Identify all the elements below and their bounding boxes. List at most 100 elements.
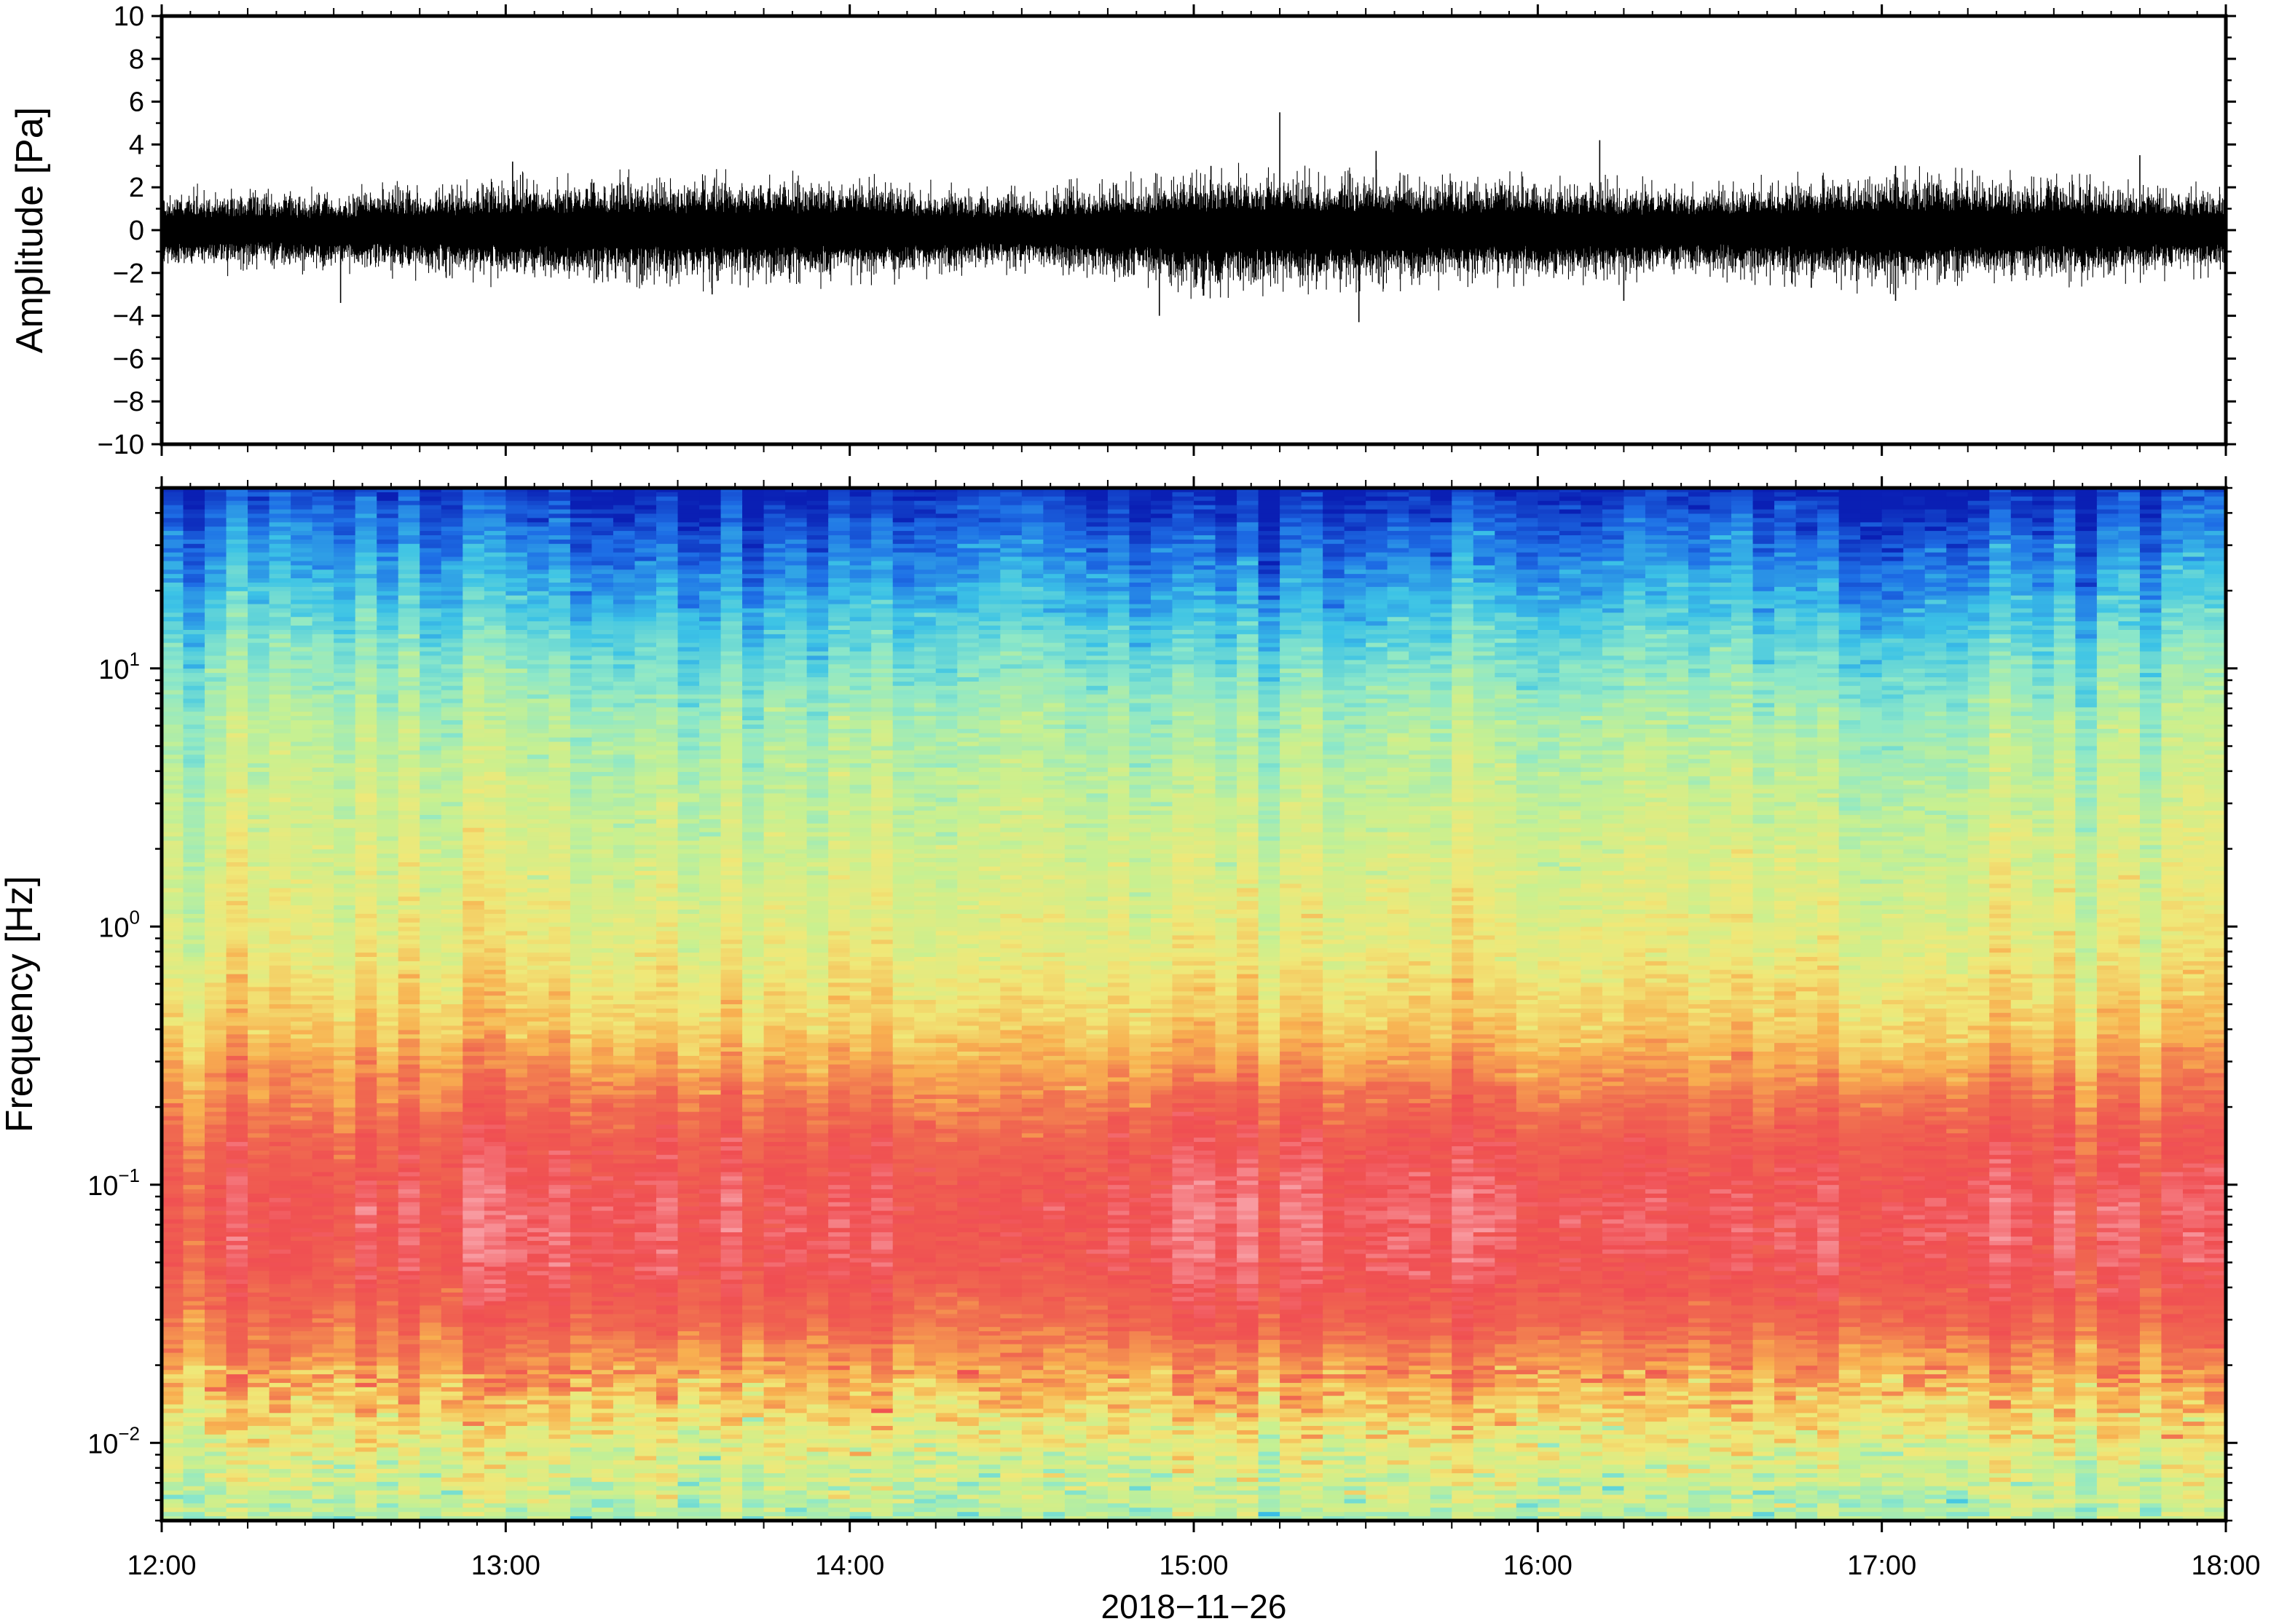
spectrogram-cell: [2161, 582, 2184, 588]
spectrogram-cell: [2139, 496, 2162, 502]
spectrogram-cell: [656, 638, 679, 644]
spectrogram-cell: [634, 677, 657, 682]
spectrogram-cell: [1709, 677, 1732, 682]
spectrogram-cell: [1043, 608, 1066, 614]
spectrogram-cell: [1666, 669, 1689, 674]
spectrogram-cell: [1430, 690, 1453, 695]
spectrogram-cell: [2053, 634, 2077, 639]
spectrogram-cell: [1516, 664, 1539, 669]
spectrogram-cell: [505, 608, 528, 614]
spectrogram-cell: [613, 548, 636, 553]
spectrogram-cell: [2075, 673, 2098, 678]
spectrogram-cell: [978, 664, 1001, 669]
spectrogram-cell: [1538, 599, 1560, 605]
spectrogram-cell: [742, 647, 765, 653]
spectrogram-cell: [1538, 681, 1560, 687]
spectrogram-cell: [1323, 655, 1345, 661]
amp-y-tick-label: 0: [129, 216, 144, 246]
spectrogram-cell: [441, 626, 464, 631]
spectrogram-cell: [1666, 621, 1689, 626]
spectrogram-cell: [334, 496, 356, 502]
spectrogram-cell: [1021, 543, 1044, 549]
spectrogram-cell: [634, 488, 657, 493]
spectrogram-cell: [1473, 513, 1496, 519]
spectrogram-cell: [1602, 694, 1625, 700]
spectrogram-cell: [871, 561, 894, 567]
spectrogram-cell: [1323, 599, 1345, 605]
spectrogram-cell: [291, 531, 313, 536]
spectrogram-cell: [484, 651, 507, 657]
spectrogram-cell: [1731, 569, 1754, 575]
spectrogram-cell: [1946, 582, 1969, 588]
spectrogram-cell: [1280, 660, 1302, 666]
spectrogram-cell: [1989, 565, 2012, 571]
spectrogram-cell: [527, 561, 550, 567]
spectrogram-cell: [2075, 565, 2098, 571]
spectrogram-cell: [463, 655, 485, 661]
spectrogram-cell: [484, 582, 507, 588]
spectrogram-cell: [377, 617, 399, 622]
spectrogram-cell: [634, 664, 657, 669]
spectrogram-cell: [957, 552, 980, 558]
spectrogram-cell: [226, 638, 248, 644]
spectrogram-cell: [1301, 543, 1323, 549]
spectrogram-cell: [1280, 595, 1302, 601]
spectrogram-cell: [1495, 608, 1517, 614]
spectrogram-cell: [1000, 492, 1023, 497]
spectrogram-cell: [1473, 574, 1496, 579]
spectrogram-cell: [699, 569, 722, 575]
spectrogram-cell: [806, 488, 829, 493]
spectrogram-cell: [162, 647, 184, 653]
spectrogram-cell: [570, 677, 593, 682]
spectrogram-cell: [742, 612, 765, 618]
spectrogram-cell: [334, 569, 356, 575]
spectrogram-cell: [355, 527, 378, 532]
spectrogram-cell: [1129, 513, 1152, 519]
spectrogram-cell: [785, 548, 808, 553]
spectrogram-cell: [1709, 685, 1732, 691]
spectrogram-cell: [2096, 642, 2120, 648]
spectrogram-cell: [226, 535, 248, 540]
spectrogram-cell: [1301, 561, 1323, 567]
spectrogram-cell: [1107, 527, 1130, 532]
spectrogram-cell: [2096, 638, 2120, 644]
spectrogram-cell: [892, 685, 916, 691]
spectrogram-cell: [1881, 669, 1904, 674]
spectrogram-cell: [720, 574, 743, 579]
spectrogram-cell: [978, 548, 1001, 553]
spectrogram-cell: [892, 638, 916, 644]
spectrogram-cell: [1323, 677, 1345, 682]
spectrogram-cell: [1301, 496, 1323, 502]
spectrogram-cell: [463, 642, 485, 648]
spectrogram-cell: [828, 561, 851, 567]
spectrogram-cell: [720, 488, 743, 493]
spectrogram-cell: [1344, 574, 1366, 579]
spectrogram-cell: [1581, 518, 1603, 524]
spectrogram-cell: [548, 513, 571, 519]
spectrogram-cell: [1538, 608, 1560, 614]
spectrogram-cell: [463, 608, 485, 614]
spectrogram-cell: [1795, 694, 1818, 700]
spectrogram-cell: [1107, 518, 1130, 524]
spectrogram-cell: [1409, 548, 1431, 553]
spectrogram-cell: [2139, 582, 2162, 588]
spectrogram-cell: [291, 599, 313, 605]
spectrogram-cell: [355, 548, 378, 553]
spectrogram-cell: [1924, 599, 1948, 605]
spectrogram-cell: [720, 556, 743, 562]
spectrogram-cell: [570, 578, 593, 583]
spectrogram-cell: [1559, 569, 1582, 575]
spectrogram-cell: [591, 642, 614, 648]
spectrogram-cell: [914, 612, 937, 618]
spectrogram-cell: [1924, 552, 1948, 558]
spectrogram-cell: [355, 617, 378, 622]
spectrogram-cell: [1021, 556, 1044, 562]
spectrogram-cell: [957, 509, 980, 515]
spectrogram-cell: [1150, 586, 1173, 592]
spectrogram-cell: [1881, 561, 1904, 567]
spectrogram-cell: [1344, 565, 1366, 571]
spectrogram-cell: [2182, 664, 2205, 669]
spectrogram-cell: [1645, 612, 1668, 618]
spectrogram-cell: [1709, 660, 1732, 666]
spectrogram-cell: [1194, 578, 1216, 583]
